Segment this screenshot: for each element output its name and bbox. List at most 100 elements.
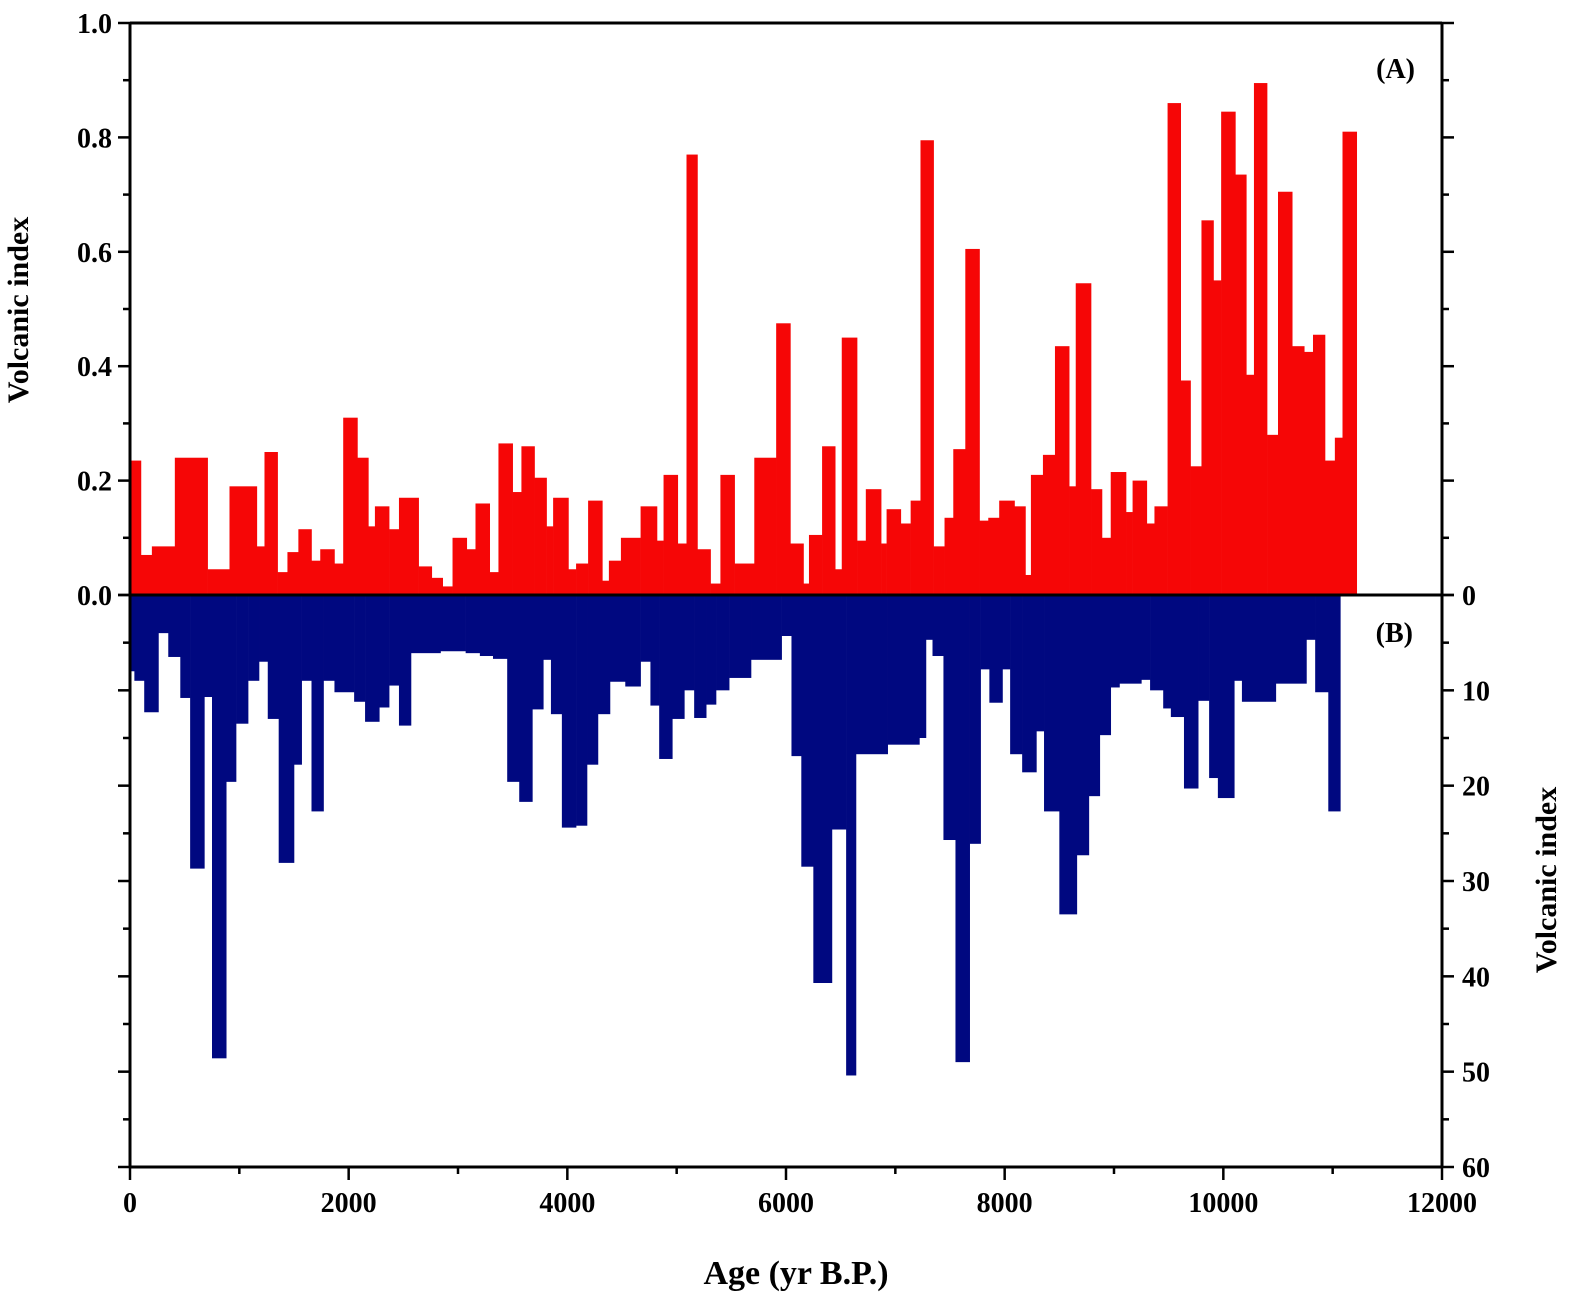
bar-b bbox=[226, 595, 237, 782]
bar-a bbox=[256, 546, 265, 595]
bar-a bbox=[910, 500, 921, 595]
bar-a bbox=[620, 537, 641, 595]
bar-b bbox=[781, 595, 792, 636]
bar-a bbox=[776, 323, 791, 595]
y-tick-label-left: 1.0 bbox=[77, 9, 112, 40]
bar-b bbox=[1234, 595, 1243, 681]
bar-a bbox=[174, 457, 208, 595]
bar-a bbox=[1101, 537, 1112, 595]
bar-a bbox=[1069, 486, 1077, 595]
bar-a bbox=[389, 529, 400, 595]
bar-b bbox=[278, 595, 295, 863]
bar-b bbox=[684, 595, 695, 691]
bar-a bbox=[576, 563, 589, 595]
bar-a bbox=[841, 337, 858, 595]
bar-b bbox=[212, 595, 227, 1059]
bar-b bbox=[1119, 595, 1142, 684]
bar-a bbox=[1342, 131, 1358, 595]
bar-b bbox=[144, 595, 159, 713]
bar-a bbox=[663, 474, 679, 595]
bar-a bbox=[1325, 460, 1336, 595]
bar-b bbox=[323, 595, 335, 681]
bar-a bbox=[1054, 346, 1070, 595]
bar-a bbox=[886, 509, 902, 595]
bar-a bbox=[686, 154, 698, 595]
bar-b bbox=[311, 595, 324, 812]
bar-a bbox=[1334, 437, 1343, 595]
bar-b bbox=[130, 595, 135, 672]
bar-a bbox=[697, 549, 711, 595]
bar-b bbox=[609, 595, 626, 682]
bar-a bbox=[1235, 174, 1247, 595]
bar-b bbox=[550, 595, 563, 715]
bar-a bbox=[965, 248, 980, 595]
bar-b bbox=[855, 595, 888, 755]
bar-b bbox=[1002, 595, 1011, 670]
bar-a bbox=[953, 449, 966, 595]
bar-b bbox=[1306, 595, 1316, 640]
y-tick-label-left: 0.2 bbox=[77, 467, 112, 498]
bar-b bbox=[943, 595, 956, 841]
bar-b bbox=[1010, 595, 1023, 755]
bar-a bbox=[920, 140, 934, 595]
panel-label-a: (A) bbox=[1376, 54, 1415, 85]
bar-b bbox=[389, 595, 400, 686]
bar-b bbox=[236, 595, 249, 724]
bar-b bbox=[1110, 595, 1120, 688]
bar-a bbox=[640, 506, 658, 595]
bar-b bbox=[1022, 595, 1037, 773]
bar-b bbox=[1241, 595, 1277, 702]
bar-b bbox=[134, 595, 145, 681]
bar-b bbox=[1099, 595, 1112, 736]
bar-a bbox=[790, 543, 804, 595]
bar-b bbox=[640, 595, 651, 662]
bar-a bbox=[1278, 191, 1293, 596]
bar-b bbox=[925, 595, 933, 640]
bar-a bbox=[588, 500, 603, 595]
bar-a bbox=[803, 583, 810, 595]
bar-a bbox=[1025, 574, 1032, 595]
bar-b bbox=[190, 595, 205, 869]
bar-b bbox=[716, 595, 730, 691]
x-tick-label: 6000 bbox=[758, 1188, 814, 1219]
bar-b bbox=[576, 595, 588, 826]
bar-a bbox=[512, 492, 522, 595]
bar-a bbox=[1110, 472, 1127, 595]
bar-b bbox=[365, 595, 380, 722]
bar-a bbox=[546, 526, 554, 595]
bar-b bbox=[1088, 595, 1101, 797]
tick-labels: 0.0 0.2 0.4 0.6 0.8 1.0 0 10 20 30 40 50 60 0 2000 4000… bbox=[77, 9, 1490, 1219]
bar-a bbox=[1213, 280, 1222, 595]
x-tick-label: 8000 bbox=[977, 1188, 1033, 1219]
bar-b bbox=[334, 595, 355, 693]
bar-b bbox=[1217, 595, 1235, 799]
bar-a bbox=[720, 474, 735, 595]
bar-a bbox=[534, 477, 547, 595]
y-tick-label-left: 0.0 bbox=[77, 581, 112, 612]
bar-b bbox=[1170, 595, 1185, 718]
bar-a bbox=[151, 546, 176, 595]
bar-b bbox=[267, 595, 279, 719]
bar-b bbox=[1209, 595, 1219, 779]
bar-b bbox=[294, 595, 302, 765]
bar-b bbox=[158, 595, 169, 634]
bar-b bbox=[561, 595, 577, 828]
bar-a bbox=[1304, 351, 1314, 595]
bar-a bbox=[1292, 346, 1305, 595]
bar-b bbox=[492, 595, 508, 659]
bar-b bbox=[543, 595, 552, 660]
y-tick-label-right: 10 bbox=[1462, 676, 1490, 707]
bar-a bbox=[602, 580, 610, 595]
bar-a bbox=[1201, 220, 1214, 595]
bar-a bbox=[229, 486, 258, 595]
bar-b bbox=[969, 595, 981, 844]
bar-b bbox=[831, 595, 847, 830]
bar-a bbox=[287, 552, 299, 595]
bar-b bbox=[1036, 595, 1045, 732]
y-tick-label-right: 50 bbox=[1462, 1058, 1490, 1089]
bar-a bbox=[1190, 466, 1202, 595]
y-tick-label-left: 0.6 bbox=[77, 238, 112, 269]
series-b-bars bbox=[130, 595, 1341, 1076]
bar-a bbox=[431, 577, 443, 595]
bar-b bbox=[354, 595, 366, 702]
